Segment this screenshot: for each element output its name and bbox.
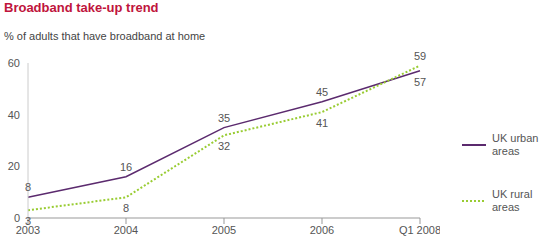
html-text:% of adults that have broadban: % of adults that have broadband at home: [4, 30, 206, 42]
svg-text:45: 45: [316, 86, 328, 98]
svg-text:Q1 2008: Q1 2008: [399, 224, 440, 236]
svg-text:3: 3: [25, 215, 31, 227]
svg-text:40: 40: [8, 109, 20, 121]
html-text:UK urban areas: UK urban areas: [492, 132, 539, 157]
svg-text:2003: 2003: [15, 223, 41, 236]
svg-text:57: 57: [414, 76, 426, 88]
svg-text:8: 8: [25, 181, 31, 193]
svg-text:0: 0: [14, 212, 20, 224]
svg-text:32: 32: [218, 140, 230, 152]
svg-text:60: 60: [8, 57, 20, 69]
svg-text:8: 8: [123, 202, 129, 214]
svg-text:2006: 2006: [310, 224, 334, 236]
svg-text:2005: 2005: [212, 224, 236, 236]
svg-text:20: 20: [8, 160, 20, 172]
svg-text:16: 16: [120, 161, 132, 173]
svg-text:2004: 2004: [114, 224, 138, 236]
html-text:Broadband take-up trend: Broadband take-up trend: [4, 0, 159, 15]
svg-text:41: 41: [316, 117, 328, 129]
html-text:UK rural areas: UK rural areas: [492, 188, 533, 213]
svg-text:35: 35: [218, 112, 230, 124]
svg-text:59: 59: [414, 50, 426, 62]
